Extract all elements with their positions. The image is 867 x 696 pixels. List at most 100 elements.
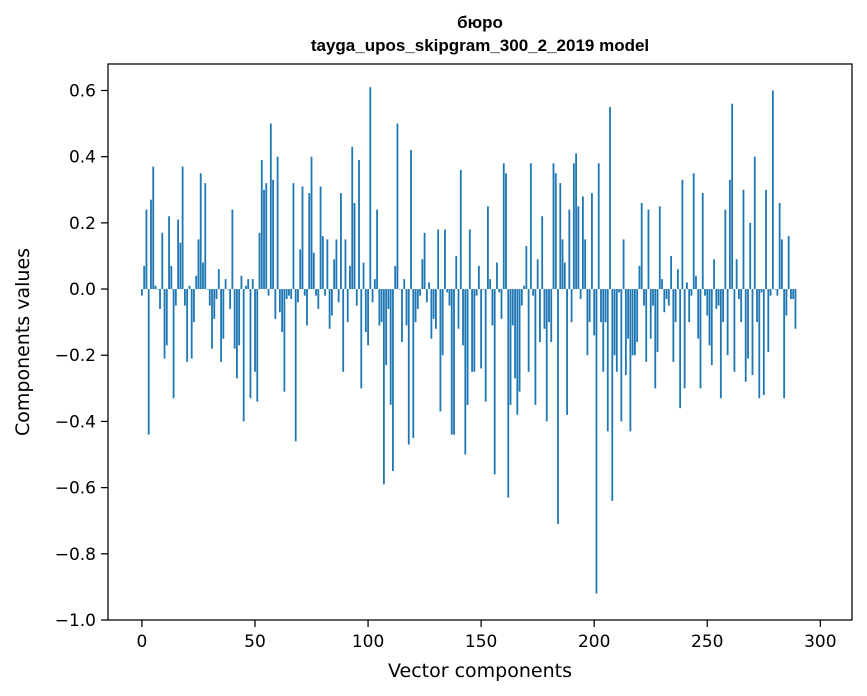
bar xyxy=(360,289,363,389)
bar xyxy=(303,289,306,296)
bar xyxy=(242,289,245,422)
bar xyxy=(539,289,541,342)
bar xyxy=(661,279,663,290)
bar xyxy=(735,259,738,290)
bar xyxy=(202,262,204,290)
bar xyxy=(432,289,435,319)
bar xyxy=(267,289,270,296)
bar xyxy=(321,236,324,290)
bar xyxy=(665,289,668,299)
bar xyxy=(453,289,455,435)
bar xyxy=(670,255,672,290)
bar xyxy=(785,289,788,316)
bar xyxy=(548,289,550,323)
bar xyxy=(211,289,213,349)
bar xyxy=(654,289,657,389)
bar xyxy=(634,289,636,356)
bar xyxy=(744,289,747,382)
bar xyxy=(215,289,218,299)
bar xyxy=(312,252,315,290)
bar xyxy=(719,289,722,399)
bar xyxy=(613,289,616,356)
bar xyxy=(181,166,184,290)
bar xyxy=(183,289,186,306)
bar xyxy=(790,289,792,299)
bar xyxy=(692,173,695,290)
x-axis-ticks: 0 50 100 150 200 250 300 xyxy=(137,620,837,652)
y-axis-label: Components values xyxy=(12,248,34,436)
bar xyxy=(516,289,519,415)
bar xyxy=(292,183,295,290)
bar xyxy=(353,203,356,290)
bar xyxy=(369,87,372,290)
bar xyxy=(394,265,397,290)
bar xyxy=(584,239,587,290)
bar xyxy=(276,156,279,290)
bar xyxy=(315,289,317,296)
bar xyxy=(622,239,625,290)
bar xyxy=(349,265,351,290)
bar xyxy=(561,239,564,290)
bar xyxy=(767,289,770,352)
bar xyxy=(168,216,170,290)
bar xyxy=(636,289,639,342)
bar xyxy=(217,269,220,290)
bar xyxy=(577,206,580,290)
bar xyxy=(455,255,458,290)
bar xyxy=(643,289,645,306)
bar xyxy=(410,150,412,290)
bar xyxy=(722,289,725,323)
y-tick-label: 0.4 xyxy=(69,148,96,168)
bar xyxy=(475,289,478,296)
bar xyxy=(285,289,288,299)
bar xyxy=(708,289,711,346)
bar xyxy=(152,166,155,290)
y-axis-ticks: −1.0 −0.8 −0.6 −0.4 −0.2 0.0 0.2 0.4 0.6 xyxy=(55,81,108,631)
bar xyxy=(496,262,498,290)
bar xyxy=(620,289,623,422)
bar xyxy=(500,289,503,319)
bar xyxy=(645,289,648,362)
bar xyxy=(595,289,598,594)
bar xyxy=(392,289,394,472)
bar xyxy=(159,289,161,309)
bar xyxy=(425,289,428,303)
bar xyxy=(550,289,553,342)
bar xyxy=(177,219,180,290)
bar xyxy=(179,242,182,290)
bar xyxy=(421,259,424,290)
bar xyxy=(715,289,718,309)
bar xyxy=(690,289,693,296)
bar xyxy=(532,289,535,296)
bar xyxy=(143,265,146,290)
bar xyxy=(197,239,200,290)
bar xyxy=(419,289,421,296)
bar xyxy=(403,279,406,290)
bar xyxy=(726,289,729,356)
bar xyxy=(523,285,525,290)
bar xyxy=(753,156,756,290)
bar xyxy=(249,289,252,399)
bar xyxy=(559,183,562,290)
y-tick-label: −0.4 xyxy=(55,412,96,432)
bar xyxy=(428,282,431,290)
bar xyxy=(482,289,485,290)
bar xyxy=(704,289,706,296)
bar xyxy=(398,289,401,290)
bar xyxy=(256,289,259,402)
chart-title: бюро xyxy=(457,13,503,32)
bar xyxy=(679,289,682,409)
bar xyxy=(742,189,745,290)
bar xyxy=(340,193,342,290)
bar xyxy=(163,289,166,359)
y-tick-label: 0.2 xyxy=(69,214,96,234)
bar xyxy=(710,289,713,366)
bar xyxy=(290,289,293,299)
bar xyxy=(414,289,417,323)
bar xyxy=(186,289,189,362)
bar xyxy=(751,289,754,376)
bar xyxy=(141,289,143,296)
bar xyxy=(525,246,528,290)
